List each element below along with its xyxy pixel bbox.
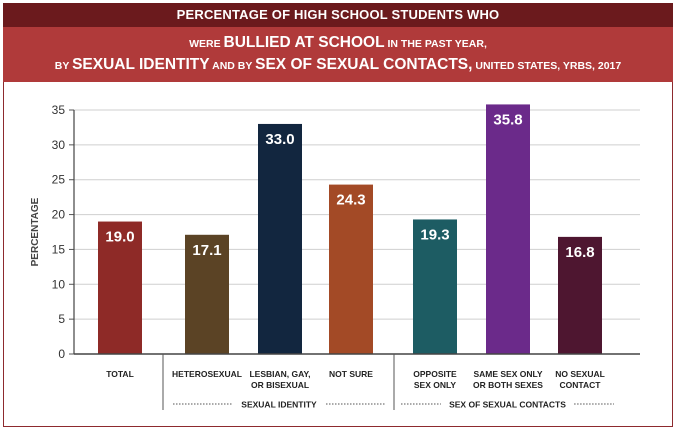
bar-value-label: 19.3: [420, 226, 449, 243]
y-tick-label: 5: [58, 312, 65, 326]
bar: [98, 221, 142, 354]
title-line-2-part-2: IN THE PAST YEAR,: [384, 38, 487, 50]
x-category-label: OR BOTH SEXES: [473, 380, 543, 390]
x-category-label: NO SEXUAL: [555, 369, 605, 379]
x-category-label: SEX ONLY: [414, 380, 457, 390]
title-line-3-part-2: AND BY: [209, 60, 256, 72]
x-category-label: OPPOSITE: [413, 369, 457, 379]
title-line-3-part-3: SEX OF SEXUAL CONTACTS,: [255, 56, 473, 73]
y-tick-label: 15: [52, 242, 66, 256]
bar: [486, 104, 530, 355]
x-category-label: SAME SEX ONLY: [473, 369, 542, 379]
x-category-label: TOTAL: [106, 369, 134, 379]
x-category-label: LESBIAN, GAY,: [249, 369, 310, 379]
y-tick-label: 35: [52, 103, 66, 117]
x-category-label: HETEROSEXUAL: [172, 369, 242, 379]
bar-value-label: 17.1: [192, 242, 221, 259]
bar: [413, 219, 457, 354]
title-line-2-part-1: BULLIED AT SCHOOL: [223, 34, 385, 51]
x-category-label: OR BISEXUAL: [251, 380, 309, 390]
y-axis-label: PERCENTAGE: [30, 197, 41, 266]
title-line-3-part-0: BY: [54, 60, 73, 72]
bar: [258, 123, 302, 354]
bar-value-label: 33.0: [265, 131, 294, 148]
y-tick-label: 10: [52, 277, 66, 291]
y-tick-label: 20: [52, 208, 66, 222]
y-tick-label: 0: [58, 347, 65, 361]
y-tick-label: 25: [52, 173, 66, 187]
x-category-label: CONTACT: [560, 380, 602, 390]
bar-value-label: 19.0: [105, 229, 134, 246]
chart-title-line-2: WERE BULLIED AT SCHOOL IN THE PAST YEAR,: [3, 34, 673, 53]
bar-value-label: 24.3: [336, 192, 365, 209]
bar: [558, 236, 602, 354]
title-line-3-part-4: UNITED STATES, YRBS, 2017: [472, 60, 622, 72]
title-line-2-part-0: WERE: [189, 38, 224, 50]
chart-title-band: WERE BULLIED AT SCHOOL IN THE PAST YEAR,…: [3, 27, 673, 82]
chart-title-line-1: PERCENTAGE OF HIGH SCHOOL STUDENTS WHO: [3, 3, 673, 27]
bar-value-label: 16.8: [565, 244, 594, 261]
chart-title-line-3: BY SEXUAL IDENTITY AND BY SEX OF SEXUAL …: [3, 56, 673, 75]
group-label: SEXUAL IDENTITY: [241, 400, 317, 410]
bar-value-label: 35.8: [493, 111, 522, 128]
bar: [185, 234, 229, 354]
y-tick-label: 30: [52, 138, 66, 152]
x-category-label: NOT SURE: [329, 369, 373, 379]
bar: [329, 184, 373, 354]
title-line-3-part-1: SEXUAL IDENTITY: [72, 56, 210, 73]
group-label: SEX OF SEXUAL CONTACTS: [449, 400, 566, 410]
